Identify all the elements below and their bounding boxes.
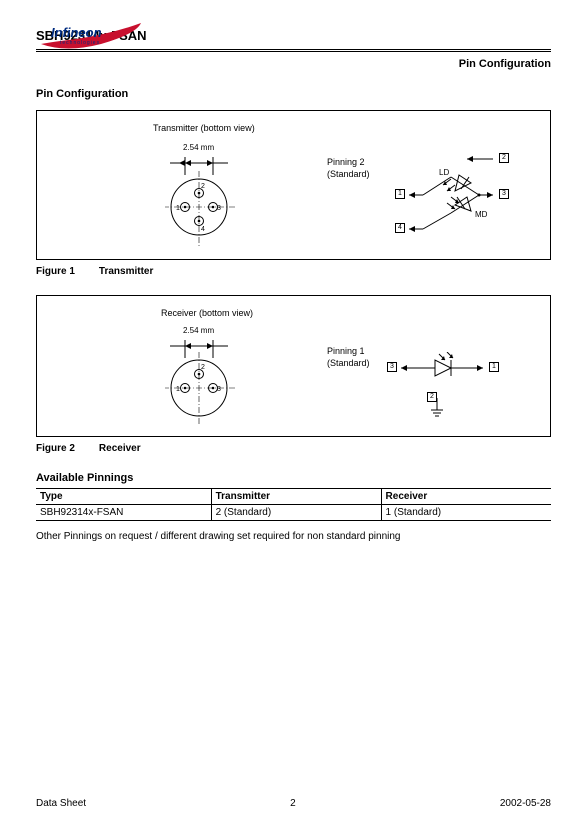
available-pinnings-table: Type Transmitter Receiver SBH92314x-FSAN… <box>36 488 551 521</box>
table-col-transmitter: Transmitter <box>211 489 381 505</box>
fig1-connector-diagram: 1 2 3 4 <box>165 147 255 257</box>
table-cell-transmitter: 2 (Standard) <box>211 505 381 521</box>
figure-2-box: Receiver (bottom view) 1 2 3 2.54 mm Pin… <box>36 295 551 437</box>
fig2-pinning-line1: Pinning 1 <box>327 346 365 356</box>
figure-1-caption: Figure 1 Transmitter <box>36 266 551 277</box>
svg-text:3: 3 <box>217 386 221 393</box>
svg-text:3: 3 <box>217 205 221 212</box>
figure-1-box: Transmitter (bottom view) <box>36 110 551 260</box>
fig2-caption-text: Receiver <box>99 443 141 454</box>
fig1-subtitle: Transmitter (bottom view) <box>153 123 255 133</box>
footer-left: Data Sheet <box>36 798 86 809</box>
svg-text:4: 4 <box>201 226 205 233</box>
fig2-pin1-box: 1 <box>489 362 499 372</box>
fig2-caption-no: Figure 2 <box>36 443 75 454</box>
fig1-pinning-line1: Pinning 2 <box>327 157 365 167</box>
footer-date: 2002-05-28 <box>500 798 551 809</box>
table-row: SBH92314x-FSAN 2 (Standard) 1 (Standard) <box>36 505 551 521</box>
svg-text:2: 2 <box>201 364 205 371</box>
pinning-note: Other Pinnings on request / different dr… <box>36 531 551 542</box>
table-heading: Available Pinnings <box>36 472 551 484</box>
fig1-caption-text: Transmitter <box>99 266 153 277</box>
header: Infineon technologies SBH92314x-FSAN <box>36 28 551 49</box>
footer: Data Sheet 2 2002-05-28 <box>36 798 551 809</box>
svg-text:1: 1 <box>176 386 180 393</box>
infineon-logo: Infineon technologies <box>36 19 146 53</box>
svg-text:Infineon: Infineon <box>51 25 102 40</box>
svg-text:LD: LD <box>439 168 449 177</box>
fig2-pinning-line2: (Standard) <box>327 358 370 368</box>
table-cell-type: SBH92314x-FSAN <box>36 505 211 521</box>
fig1-pin2-box: 2 <box>499 153 509 163</box>
fig2-pin3-box: 3 <box>387 362 397 372</box>
fig1-pin1-box: 1 <box>395 189 405 199</box>
fig1-caption-no: Figure 1 <box>36 266 75 277</box>
table-col-type: Type <box>36 489 211 505</box>
section-title-right: Pin Configuration <box>36 58 551 70</box>
svg-text:1: 1 <box>176 205 180 212</box>
fig2-subtitle: Receiver (bottom view) <box>161 308 253 318</box>
fig1-pinning-line2: (Standard) <box>327 169 370 179</box>
fig1-dimension: 2.54 mm <box>183 143 214 152</box>
fig2-dimension: 2.54 mm <box>183 326 214 335</box>
table-cell-receiver: 1 (Standard) <box>381 505 551 521</box>
svg-text:technologies: technologies <box>60 40 100 46</box>
fig2-connector-diagram: 1 2 3 <box>165 330 255 434</box>
table-col-receiver: Receiver <box>381 489 551 505</box>
svg-text:MD: MD <box>475 210 488 219</box>
footer-page-number: 2 <box>290 798 296 809</box>
section-heading: Pin Configuration <box>36 88 551 100</box>
fig1-pin4-box: 4 <box>395 223 405 233</box>
table-header-row: Type Transmitter Receiver <box>36 489 551 505</box>
figure-2-caption: Figure 2 Receiver <box>36 443 551 454</box>
fig1-pin3-box: 3 <box>499 189 509 199</box>
svg-text:2: 2 <box>201 183 205 190</box>
fig2-pin2-box: 2 <box>427 392 437 402</box>
